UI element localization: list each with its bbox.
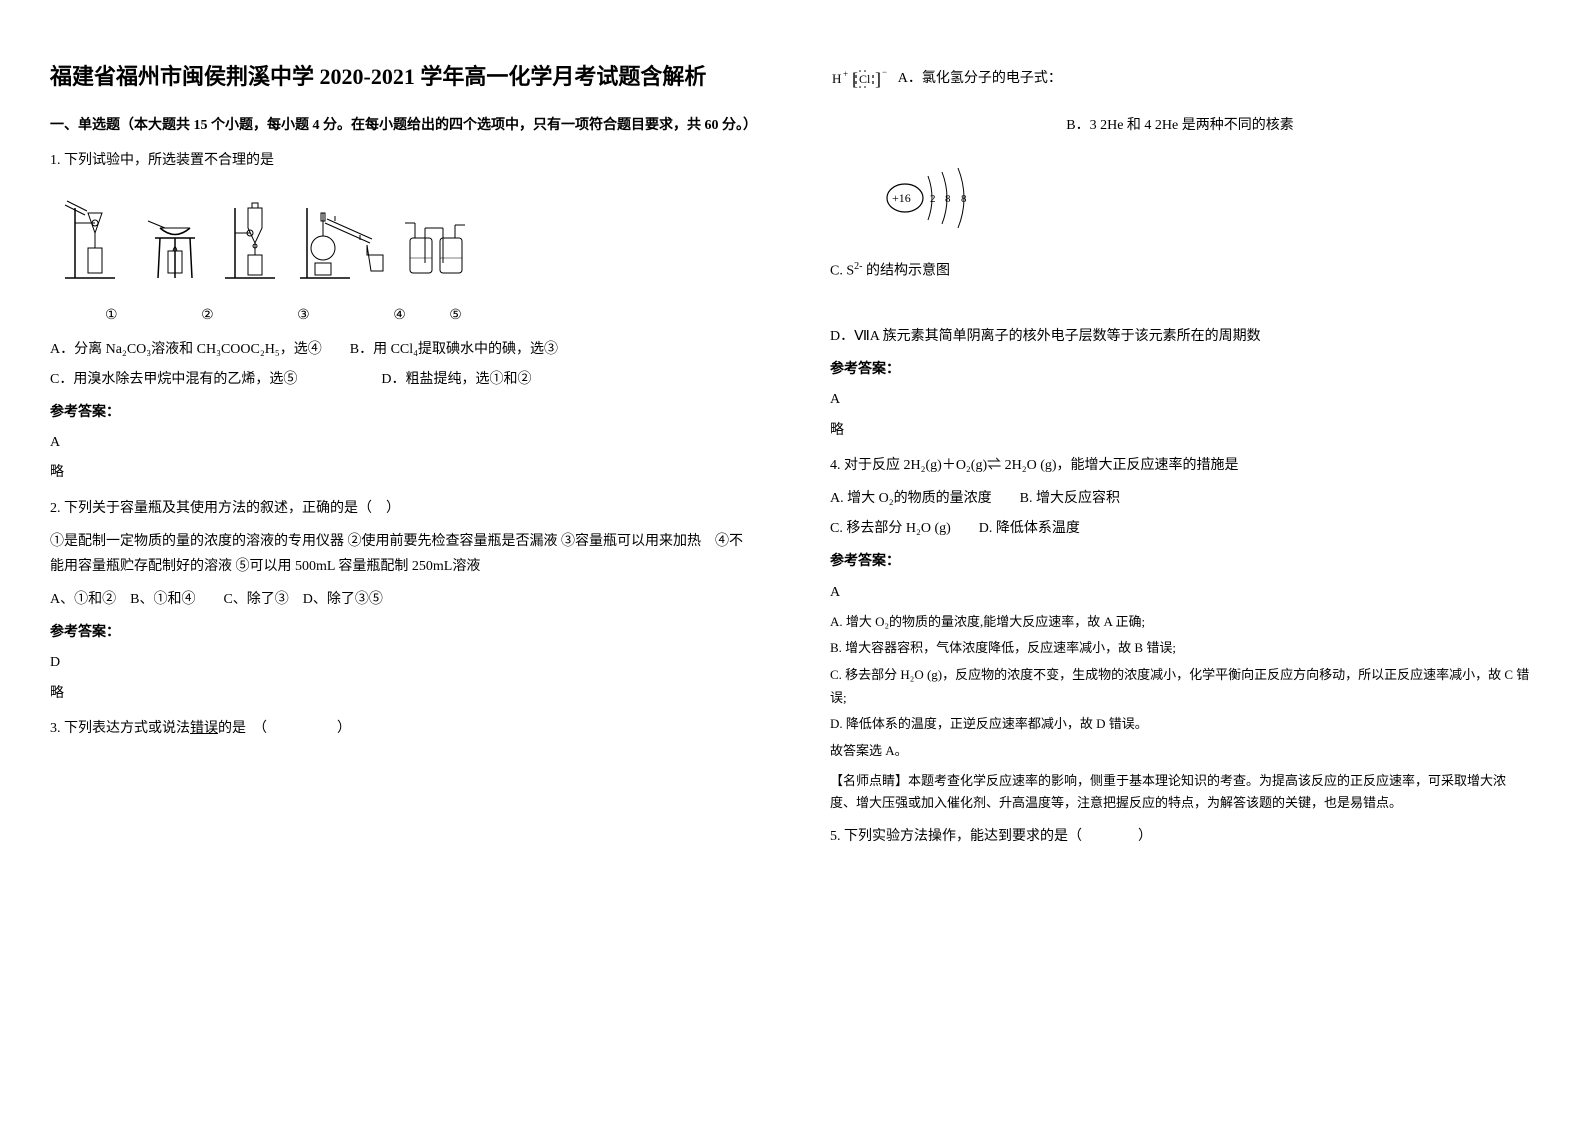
label-4: ④ [393,303,406,328]
svg-text:[: [ [852,69,858,89]
svg-text:Cl: Cl [859,72,871,86]
right-column: H + [ Cl ] − A．氯化氢分子的电子式： B．3 2He 和 4 2H… [830,60,1530,859]
svg-text:2: 2 [930,193,936,205]
q1-optC: C．用溴水除去甲烷中混有的乙烯，选⑤ [50,372,297,387]
q4-expC: C. 移去部分 H₂O (g)，反应物的浓度不变，生成物的浓度减小，化学平衡向正… [830,663,1530,710]
q2-stem: 2. 下列关于容量瓶及其使用方法的叙述，正确的是（ ） [50,496,750,521]
apparatus-diagrams-svg [50,188,470,288]
q1-apparatus-figures [50,183,750,293]
q2-answer: D [50,650,750,675]
q3-optC-post: 的结构示意图 [862,264,950,279]
q1-options-cd: C．用溴水除去甲烷中混有的乙烯，选⑤ D．粗盐提纯，选①和② [50,367,750,392]
left-column: 福建省福州市闽侯荆溪中学 2020-2021 学年高一化学月考试题含解析 一、单… [50,60,750,859]
question-2: 2. 下列关于容量瓶及其使用方法的叙述，正确的是（ ） ①是配制一定物质的量的浓… [50,496,750,706]
question-5: 5. 下列实验方法操作，能达到要求的是（ ） [830,824,1530,849]
q3-optD: D．ⅦA 族元素其简单阴离子的核外电子层数等于该元素所在的周期数 [830,324,1530,349]
q4-stem: 4. 对于反应 2H₂(g)＋O₂(g)⇌ 2H₂O (g)，能增大正反应速率的… [830,453,1530,478]
q4-optB: B. 增大反应容积 [1020,491,1120,506]
svg-text:−: − [882,67,887,77]
q4-expB: B. 增大容器容积，气体浓度降低，反应速率减小，故 B 错误; [830,636,1530,659]
label-5: ⑤ [449,303,462,328]
svg-text:8: 8 [961,193,967,205]
q3-lue: 略 [830,418,1530,443]
q2-body: ①是配制一定物质的量的浓度的溶液的专用仪器 ②使用前要先检查容量瓶是否漏液 ③容… [50,529,750,579]
q4-optD: D. 降低体系温度 [979,521,1080,536]
exam-title: 福建省福州市闽侯荆溪中学 2020-2021 学年高一化学月考试题含解析 [50,60,750,93]
q1-answer-label: 参考答案： [50,400,750,425]
svg-text:H: H [832,71,841,86]
label-2: ② [201,303,214,328]
q1-answer: A [50,430,750,455]
q3-optA: A．氯化氢分子的电子式： [898,71,1062,86]
q2-answer-label: 参考答案： [50,620,750,645]
q3-atom-diagram: +16 2 8 8 [880,158,1530,238]
question-3: 3. 下列表达方式或说法错误的是 （ ） [50,716,750,741]
q2-options: A、①和② B、①和④ C、除了③ D、除了③⑤ [50,587,750,612]
label-1: ① [105,303,118,328]
q5-stem: 5. 下列实验方法操作，能达到要求的是（ ） [830,824,1530,849]
q3-optA-line: H + [ Cl ] − A．氯化氢分子的电子式： [830,65,1530,93]
q4-optA: A. 增大 O₂的物质的量浓度 [830,491,992,506]
hcl-electron-formula-svg: H + [ Cl ] − [830,65,895,93]
sulfur-ion-structure-svg: +16 2 8 8 [880,158,1000,238]
q4-options-ab: A. 增大 O₂的物质的量浓度 B. 增大反应容积 [830,486,1530,511]
q1-optA: A．分离 Na₂CO₃溶液和 CH₃COOC₂H₅，选④ [50,342,322,357]
q4-conclusion: 故答案选 A。 [830,739,1530,762]
svg-text:+: + [843,69,848,79]
question-4: 4. 对于反应 2H₂(g)＋O₂(g)⇌ 2H₂O (g)，能增大正反应速率的… [830,453,1530,814]
q4-answer-label: 参考答案： [830,549,1530,574]
q1-options-ab: A．分离 Na₂CO₃溶液和 CH₃COOC₂H₅，选④ B．用 CCl₄提取碘… [50,337,750,362]
q1-optB: B．用 CCl₄提取碘水中的碘，选③ [350,342,558,357]
q3-optB: B．3 2He 和 4 2He 是两种不同的核素 [830,113,1530,138]
q3-optC-pre: C. S [830,264,854,279]
svg-text:]: ] [875,69,881,89]
q4-options-cd: C. 移去部分 H₂O (g) D. 降低体系温度 [830,516,1530,541]
svg-text:+16: +16 [892,191,911,205]
q4-answer: A [830,580,1530,605]
q1-stem: 1. 下列试验中，所选装置不合理的是 [50,148,750,173]
q3-answer: A [830,387,1530,412]
q1-lue: 略 [50,460,750,485]
q1-figure-labels: ① ② ③ ④ ⑤ [50,303,750,328]
q2-lue: 略 [50,681,750,706]
svg-text:8: 8 [945,193,951,205]
q4-expA: A. 增大 O₂的物质的量浓度,能增大反应速率，故 A 正确; [830,610,1530,633]
q4-teacher-note: 【名师点睛】本题考查化学反应速率的影响，侧重于基本理论知识的考查。为提高该反应的… [830,770,1530,814]
label-3: ③ [297,303,310,328]
q3-optC-line: C. S2- 的结构示意图 [830,258,1530,284]
q4-expD: D. 降低体系的温度，正逆反应速率都减小，故 D 错误。 [830,712,1530,735]
section-1-header: 一、单选题（本大题共 15 个小题，每小题 4 分。在每小题给出的四个选项中，只… [50,113,750,138]
q3-stem: 3. 下列表达方式或说法错误的是 （ ） [50,716,750,741]
q4-optC: C. 移去部分 H₂O (g) [830,521,951,536]
q1-optD: D．粗盐提纯，选①和② [381,372,531,387]
question-1: 1. 下列试验中，所选装置不合理的是 [50,148,750,485]
q3-answer-label: 参考答案： [830,357,1530,382]
